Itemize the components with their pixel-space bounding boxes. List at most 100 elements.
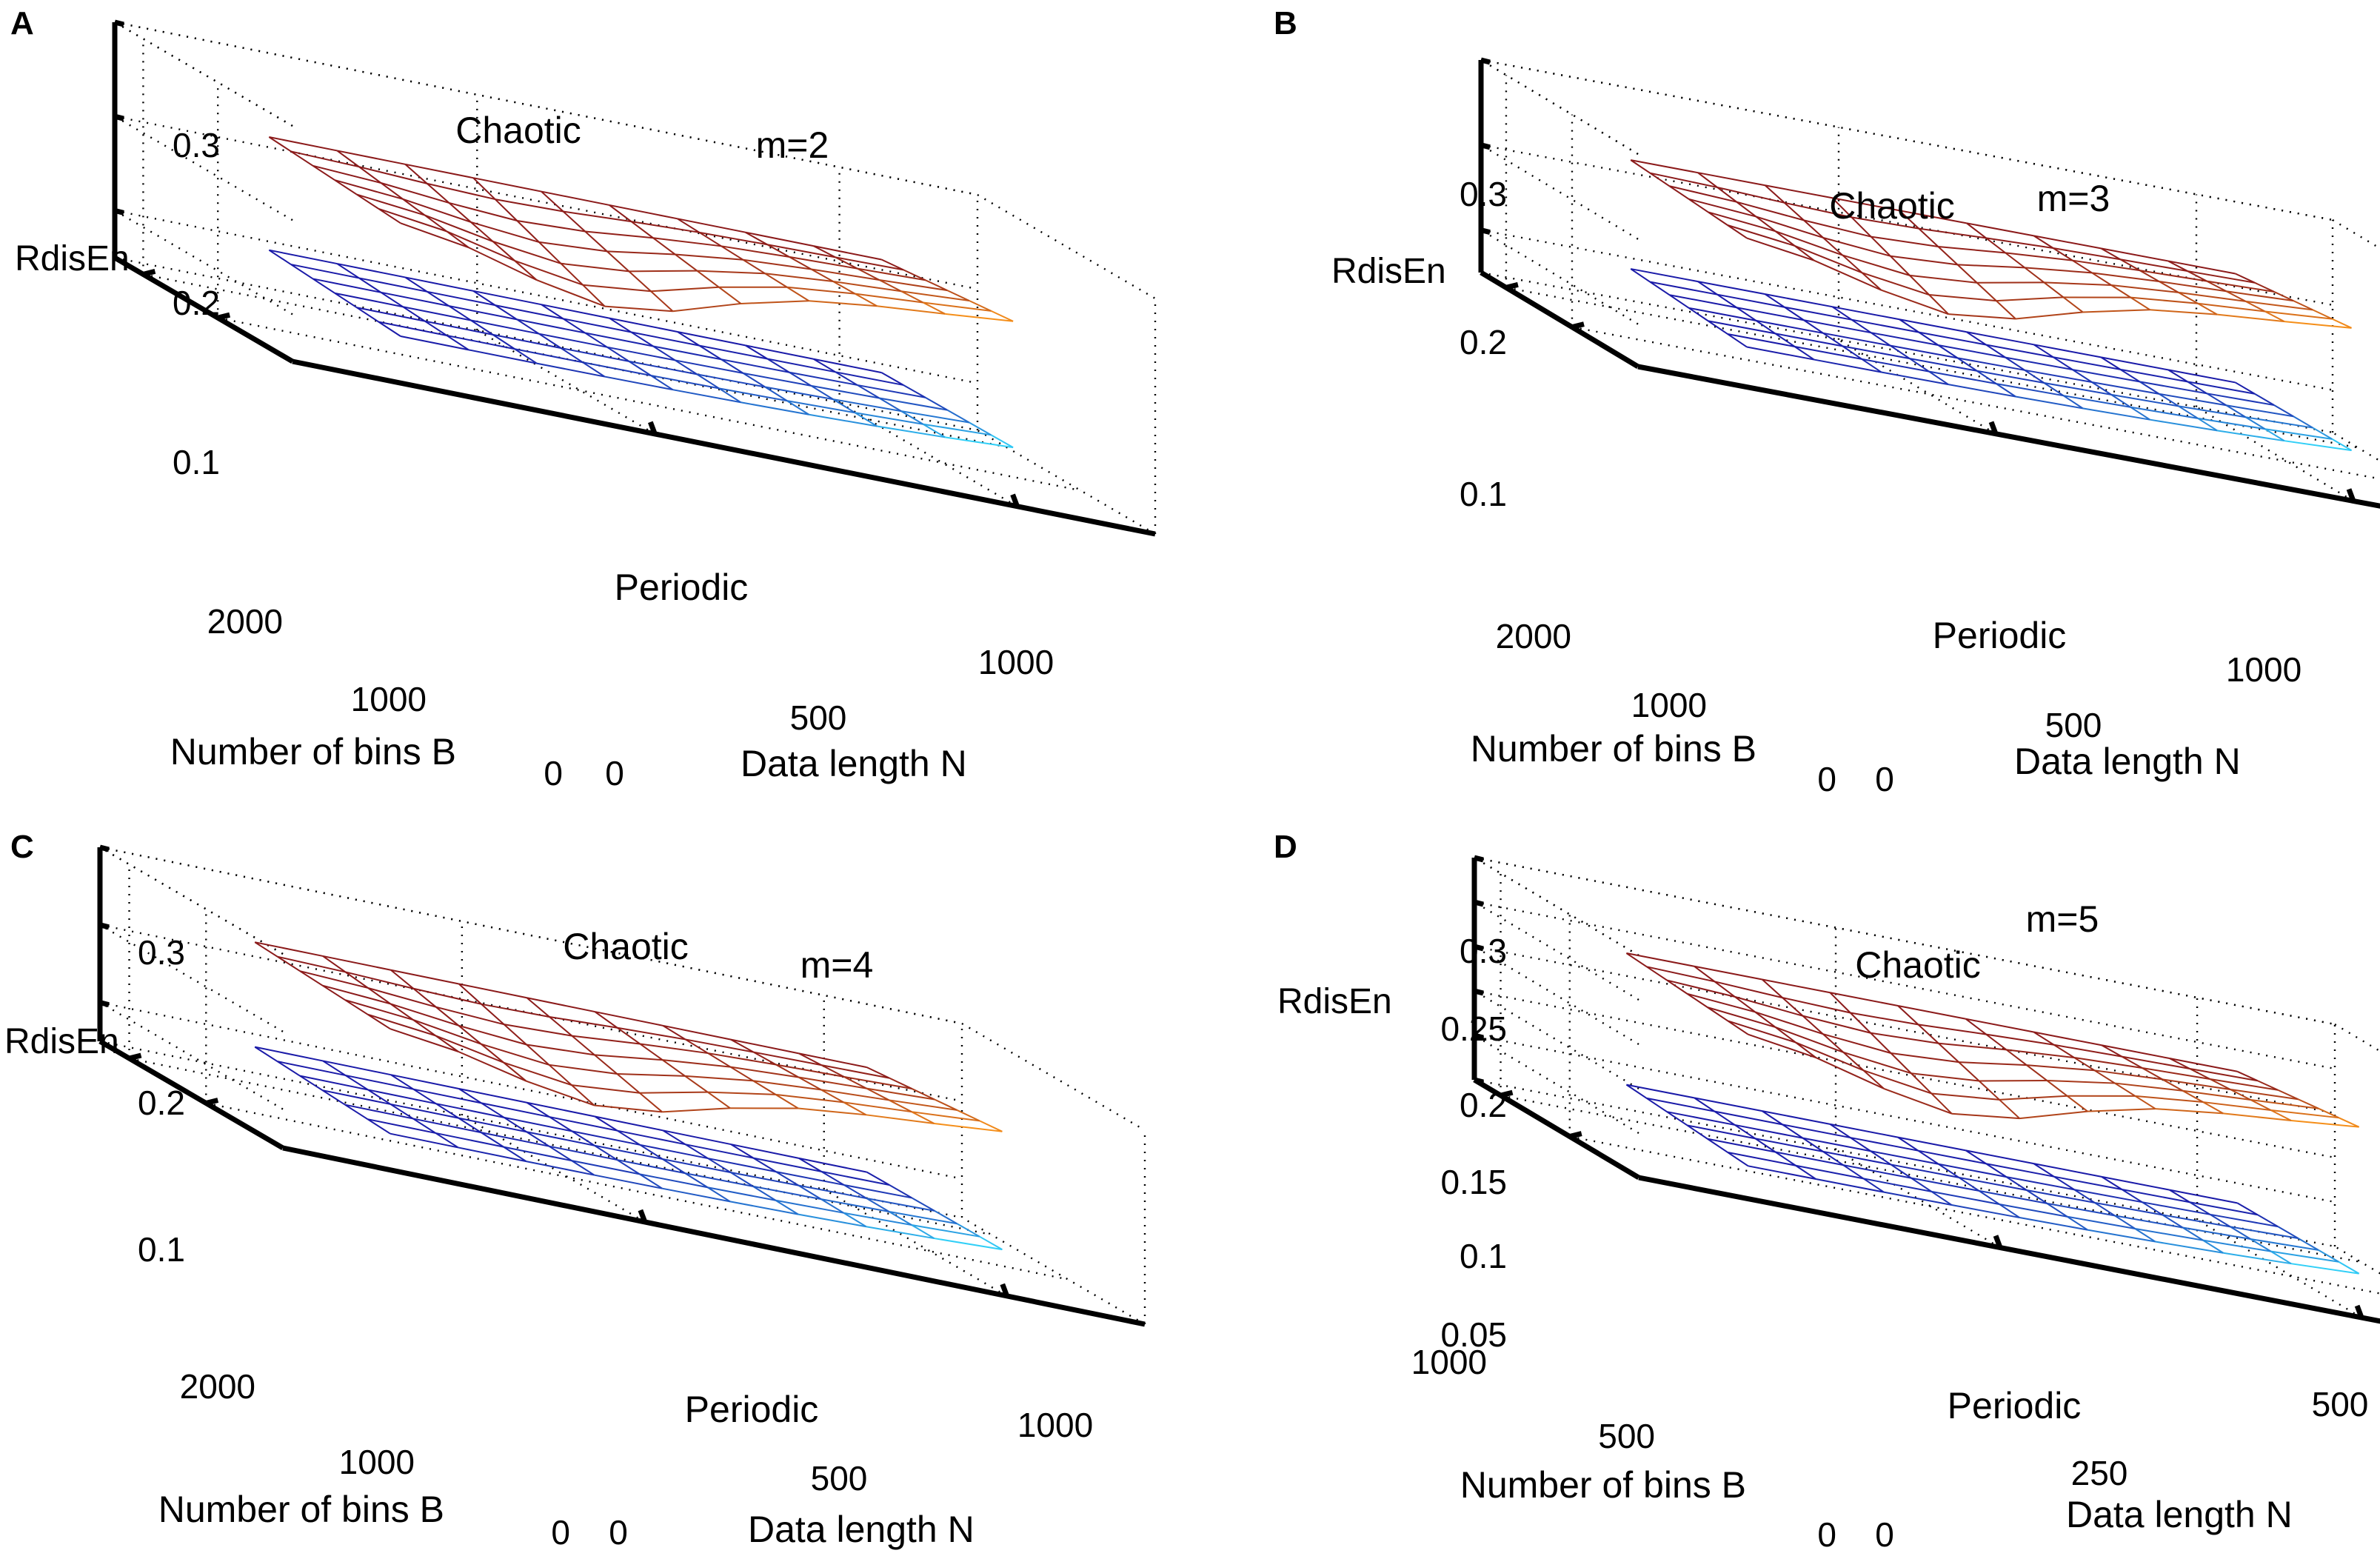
mesh-line [322, 1060, 347, 1076]
mesh-line [1775, 1151, 1796, 1166]
mesh-line [606, 250, 630, 273]
mesh-line [1756, 216, 1824, 238]
mesh-line [1951, 1112, 2020, 1120]
y-tick-a-1: 1000 [351, 680, 427, 718]
y-tick-mark [1505, 281, 1519, 290]
mesh-line [699, 344, 768, 360]
surface-chaotic [1630, 159, 2352, 329]
y-tick-a-0: 0 [544, 754, 563, 792]
mesh-line [684, 1172, 709, 1189]
mesh-line [2142, 1067, 2210, 1081]
mesh-line [1996, 300, 2016, 320]
mesh-line [900, 290, 924, 304]
surface-periodic [1625, 1084, 2360, 1275]
mesh-line [541, 190, 564, 213]
mesh-line [1842, 345, 1862, 360]
panel-d-axes [1471, 855, 2380, 1324]
mesh-line [1802, 1015, 1871, 1034]
mesh-line [662, 1059, 686, 1077]
mesh-line [672, 302, 741, 313]
mesh-line [743, 258, 812, 270]
mesh-line [400, 222, 469, 249]
mesh-line [2169, 1058, 2190, 1069]
mesh-line [2046, 1080, 2068, 1097]
mesh-line [912, 1088, 935, 1101]
mesh-line [866, 1197, 935, 1212]
mesh-line [334, 292, 404, 308]
mesh-line [684, 1075, 709, 1093]
mesh-line [1957, 264, 2025, 269]
mesh-line [1890, 1164, 1912, 1179]
mesh-line [2130, 296, 2199, 304]
mesh-line [2159, 393, 2179, 407]
mesh-line [1976, 370, 2045, 384]
mesh-line [1694, 1097, 1715, 1112]
mesh-line [549, 1116, 618, 1132]
mesh-line [2189, 1068, 2258, 1082]
mesh-line [1714, 981, 1783, 999]
mesh-line [2005, 1049, 2028, 1066]
mesh-line [1948, 384, 2016, 398]
z-tick-mark [1480, 227, 1491, 235]
mesh-line [536, 279, 606, 307]
mesh-line [1625, 1084, 1648, 1099]
mesh-line [730, 1066, 754, 1082]
mesh-line [1891, 1164, 1959, 1178]
mesh-line [2053, 1175, 2075, 1191]
mesh-line [650, 286, 719, 293]
mesh-line [934, 1098, 957, 1111]
mesh-line [290, 150, 314, 167]
mesh-line [1938, 1042, 2007, 1051]
mesh-line [1707, 1138, 1728, 1153]
mesh-line [1727, 1152, 1749, 1167]
mesh-line [652, 237, 676, 256]
box-edge [114, 256, 978, 432]
series-label-chaotic-d: Chaotic [1855, 944, 1981, 986]
mesh-line [798, 1157, 867, 1173]
mesh-line [843, 1212, 912, 1226]
mesh-line [1863, 1069, 1932, 1095]
mesh-line [1746, 346, 1814, 361]
mesh-line [358, 166, 382, 184]
mesh-line [730, 1038, 799, 1055]
mesh-line [594, 1144, 618, 1161]
mesh-line [699, 231, 768, 246]
mesh-line [2226, 404, 2294, 418]
mesh-line [707, 1186, 731, 1203]
mesh-line [923, 423, 992, 436]
mesh-line [2053, 356, 2073, 370]
mesh-line [2015, 311, 2083, 320]
mesh-line [290, 264, 314, 280]
mesh-line [2072, 259, 2140, 272]
mesh-line [2277, 1089, 2299, 1101]
mesh-line [1775, 333, 1843, 347]
mesh-line [1795, 1164, 1864, 1180]
mesh-line [1842, 345, 1911, 360]
mesh-line [2169, 1189, 2190, 1204]
mesh-line [390, 1132, 458, 1149]
mesh-line [1951, 1204, 2020, 1219]
mesh-line [2101, 1175, 2170, 1191]
mesh-line [752, 1185, 822, 1201]
z-tick-mark [99, 844, 110, 852]
mesh-line [1666, 1111, 1735, 1126]
mesh-line [1666, 1111, 1688, 1126]
mesh-line [344, 999, 414, 1021]
mesh-line [741, 401, 809, 415]
mesh-line [2245, 300, 2313, 311]
mesh-line [472, 177, 496, 200]
panel-a: A Chaotic m=2 Periodic RdisEn 0.3 0.2 0.… [10, 5, 1157, 792]
mesh-line [356, 193, 425, 216]
mesh-line [2182, 1089, 2251, 1101]
mesh-line [367, 1089, 391, 1105]
mesh-line [1668, 294, 1690, 309]
z-tick-b-0: 0.3 [1460, 175, 1507, 213]
mesh-line [494, 198, 518, 221]
mesh-line [2091, 381, 2112, 395]
mesh-line [1802, 1137, 1871, 1152]
mesh-line [698, 231, 722, 247]
z-tick-a-2: 0.1 [173, 443, 220, 481]
mesh-line [1842, 254, 1863, 273]
z-axis-label-a: RdisEn [15, 239, 130, 278]
mesh-line [1697, 281, 1765, 296]
